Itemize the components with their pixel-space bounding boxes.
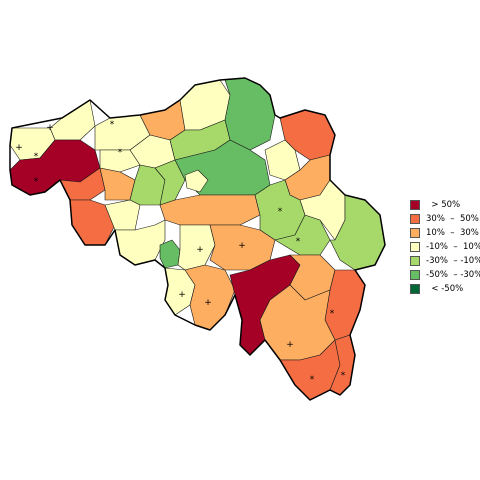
legend-swatch — [410, 228, 420, 238]
legend-item: -30% – -10% — [410, 254, 480, 268]
legend-item: > 50% — [410, 198, 480, 212]
marker-asterisk: * — [341, 371, 346, 381]
marker-asterisk: * — [34, 152, 39, 162]
legend-item: -50% – -30% — [410, 268, 480, 282]
legend-item: -10% – 10% — [410, 240, 480, 254]
district-region — [49, 99, 96, 141]
marker-plus: + — [15, 143, 23, 153]
country-border — [9, 77, 386, 401]
legend-swatch — [410, 214, 420, 224]
legend-label: -30% – -10% — [426, 256, 480, 266]
district-region — [104, 199, 141, 231]
marker-plus: + — [196, 245, 204, 255]
map-regions — [9, 77, 386, 401]
district-region — [159, 239, 181, 269]
legend-label: 10% – 30% — [426, 228, 479, 238]
legend-item: < -50% — [410, 282, 480, 296]
legend-swatch — [410, 284, 420, 294]
significance-markers: + + * * * * * + + * + + * + * * — [15, 120, 346, 385]
marker-asterisk: * — [310, 375, 315, 385]
marker-asterisk: * — [110, 120, 115, 130]
legend-swatch — [410, 200, 420, 210]
marker-asterisk: * — [296, 237, 301, 247]
legend-label: > 50% — [426, 200, 461, 210]
marker-plus: + — [286, 340, 294, 350]
legend-swatch — [410, 242, 420, 252]
marker-asterisk: * — [330, 309, 335, 319]
legend-label: 30% – 50% — [426, 214, 479, 224]
marker-plus: + — [204, 298, 212, 308]
district-region — [184, 169, 209, 193]
district-region — [99, 167, 136, 201]
marker-plus: + — [238, 241, 246, 251]
legend: > 50% 30% – 50% 10% – 30% -10% – 10% -30… — [410, 198, 480, 296]
legend-swatch — [410, 256, 420, 266]
marker-plus: + — [46, 123, 54, 133]
legend-label: -50% – -30% — [426, 270, 480, 280]
marker-asterisk: * — [118, 148, 123, 158]
marker-asterisk: * — [278, 207, 283, 217]
district-region — [224, 77, 276, 151]
marker-plus: + — [178, 290, 186, 300]
district-region — [99, 149, 141, 173]
legend-item: 10% – 30% — [410, 226, 480, 240]
legend-swatch — [410, 270, 420, 280]
legend-label: -10% – 10% — [426, 242, 480, 252]
legend-label: < -50% — [426, 284, 464, 294]
marker-asterisk: * — [34, 177, 39, 187]
legend-item: 30% – 50% — [410, 212, 480, 226]
